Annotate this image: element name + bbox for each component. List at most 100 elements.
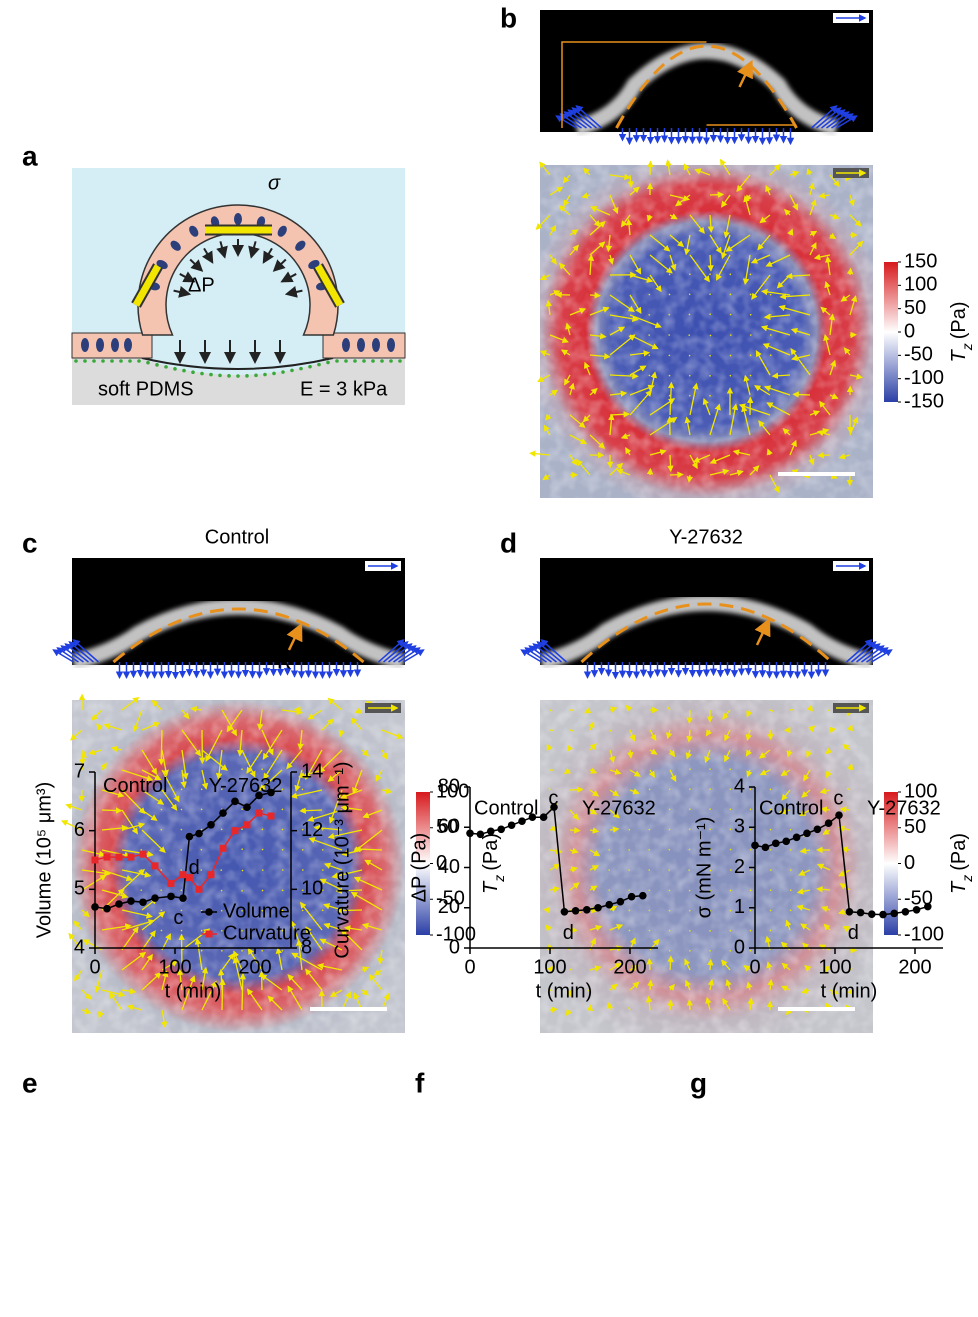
traction-arrow bbox=[669, 849, 670, 850]
panel-title: Control bbox=[205, 526, 269, 548]
traction-arrow bbox=[102, 810, 121, 811]
traction-arrow bbox=[770, 829, 771, 830]
traction-arrow bbox=[161, 930, 162, 931]
colorbar-tick-label: 0 bbox=[904, 852, 915, 874]
data-point bbox=[628, 893, 636, 901]
y-tick-label: 7 bbox=[74, 760, 85, 782]
data-point bbox=[92, 857, 99, 864]
data-point bbox=[196, 886, 203, 893]
nucleus bbox=[96, 338, 104, 352]
unit: (Pa) bbox=[480, 833, 502, 871]
traction-arrow bbox=[222, 980, 223, 1010]
traction-arrow bbox=[302, 789, 303, 790]
traction-arrow bbox=[201, 910, 202, 911]
data-point bbox=[751, 842, 759, 850]
subscript: z bbox=[491, 875, 507, 883]
bead bbox=[191, 370, 195, 374]
legend-marker bbox=[206, 931, 213, 938]
bead bbox=[326, 361, 330, 365]
data-point bbox=[762, 844, 770, 852]
colorbar-tick-label: 150 bbox=[904, 250, 937, 272]
radius-label: R bbox=[277, 651, 291, 673]
traction-arrow bbox=[730, 849, 731, 850]
bead bbox=[344, 359, 348, 363]
traction-arrow bbox=[181, 890, 182, 891]
y2-tick-label: 14 bbox=[301, 760, 323, 782]
annotation: Control bbox=[474, 797, 538, 819]
data-point bbox=[151, 894, 159, 902]
x-tick-label: 0 bbox=[89, 956, 100, 978]
substrate-label: soft PDMS bbox=[98, 378, 194, 400]
traction-arrow bbox=[650, 162, 651, 175]
traction-arrow bbox=[670, 1001, 671, 1010]
legend-marker bbox=[205, 908, 213, 916]
data-point bbox=[902, 908, 910, 916]
y-tick-label: 3 bbox=[734, 816, 745, 838]
traction-arrow bbox=[669, 395, 670, 396]
data-point bbox=[195, 830, 203, 838]
bead bbox=[182, 369, 186, 373]
bead bbox=[290, 369, 294, 373]
y-axis-label: ΔP (Pa) bbox=[408, 833, 430, 903]
colorbar-label: Tz(Pa) bbox=[948, 301, 974, 362]
side-view bbox=[540, 10, 873, 132]
bead bbox=[335, 359, 339, 363]
bead bbox=[101, 359, 105, 363]
traction-arrow bbox=[689, 829, 690, 830]
radius-label: R bbox=[728, 88, 742, 110]
traction-arrow bbox=[669, 789, 670, 790]
bead bbox=[353, 359, 357, 363]
traction-arrow bbox=[669, 314, 670, 315]
bead bbox=[317, 363, 321, 367]
data-point bbox=[466, 829, 474, 837]
annotation: d bbox=[189, 857, 200, 879]
cell-texture bbox=[540, 165, 873, 498]
traction-arrow bbox=[730, 890, 731, 891]
panel-title: Y-27632 bbox=[669, 526, 743, 548]
data-point bbox=[508, 821, 516, 829]
data-point bbox=[825, 819, 833, 827]
traction-arrow bbox=[221, 890, 222, 891]
nucleus bbox=[372, 338, 380, 352]
traction-arrow bbox=[790, 829, 791, 830]
annotation: Control bbox=[103, 775, 167, 797]
traction-arrow bbox=[750, 950, 751, 951]
traction-arrow bbox=[730, 910, 731, 911]
x-tick-label: 200 bbox=[613, 956, 646, 978]
traction-arrow bbox=[221, 829, 222, 830]
colorbar-label: Tz(Pa) bbox=[948, 833, 974, 894]
bead bbox=[155, 363, 159, 367]
nucleus bbox=[387, 338, 395, 352]
unit: (Pa) bbox=[948, 833, 970, 871]
traction-arrow bbox=[629, 930, 630, 931]
y2-tick-label: 10 bbox=[301, 878, 323, 900]
traction-arrow bbox=[710, 960, 711, 970]
base-label: a bbox=[746, 100, 758, 122]
nucleus bbox=[342, 338, 350, 352]
data-point bbox=[220, 845, 227, 852]
traction-arrow bbox=[590, 1006, 591, 1010]
traction-arrow bbox=[750, 930, 751, 931]
traction-arrow bbox=[669, 950, 670, 951]
y-tick-label: 5 bbox=[74, 878, 85, 900]
traction-arrow bbox=[750, 849, 751, 850]
traction-arrow bbox=[850, 269, 851, 275]
y2-tick-label: 12 bbox=[301, 819, 323, 841]
bead bbox=[389, 359, 393, 363]
traction-arrow bbox=[301, 810, 322, 811]
traction-arrow bbox=[181, 789, 182, 790]
data-point bbox=[168, 880, 175, 887]
traction-arrow bbox=[649, 930, 650, 931]
data-point bbox=[207, 821, 215, 829]
traction-arrow bbox=[282, 849, 283, 850]
annotation: Control bbox=[759, 797, 823, 819]
x-axis-label: t (min) bbox=[165, 980, 222, 1002]
data-point bbox=[913, 906, 921, 914]
bead bbox=[92, 359, 96, 363]
data-point bbox=[179, 894, 187, 902]
data-point bbox=[128, 854, 135, 861]
traction-arrow bbox=[161, 809, 162, 810]
traction-arrow bbox=[161, 910, 162, 911]
y-tick-label: 0 bbox=[449, 936, 460, 958]
